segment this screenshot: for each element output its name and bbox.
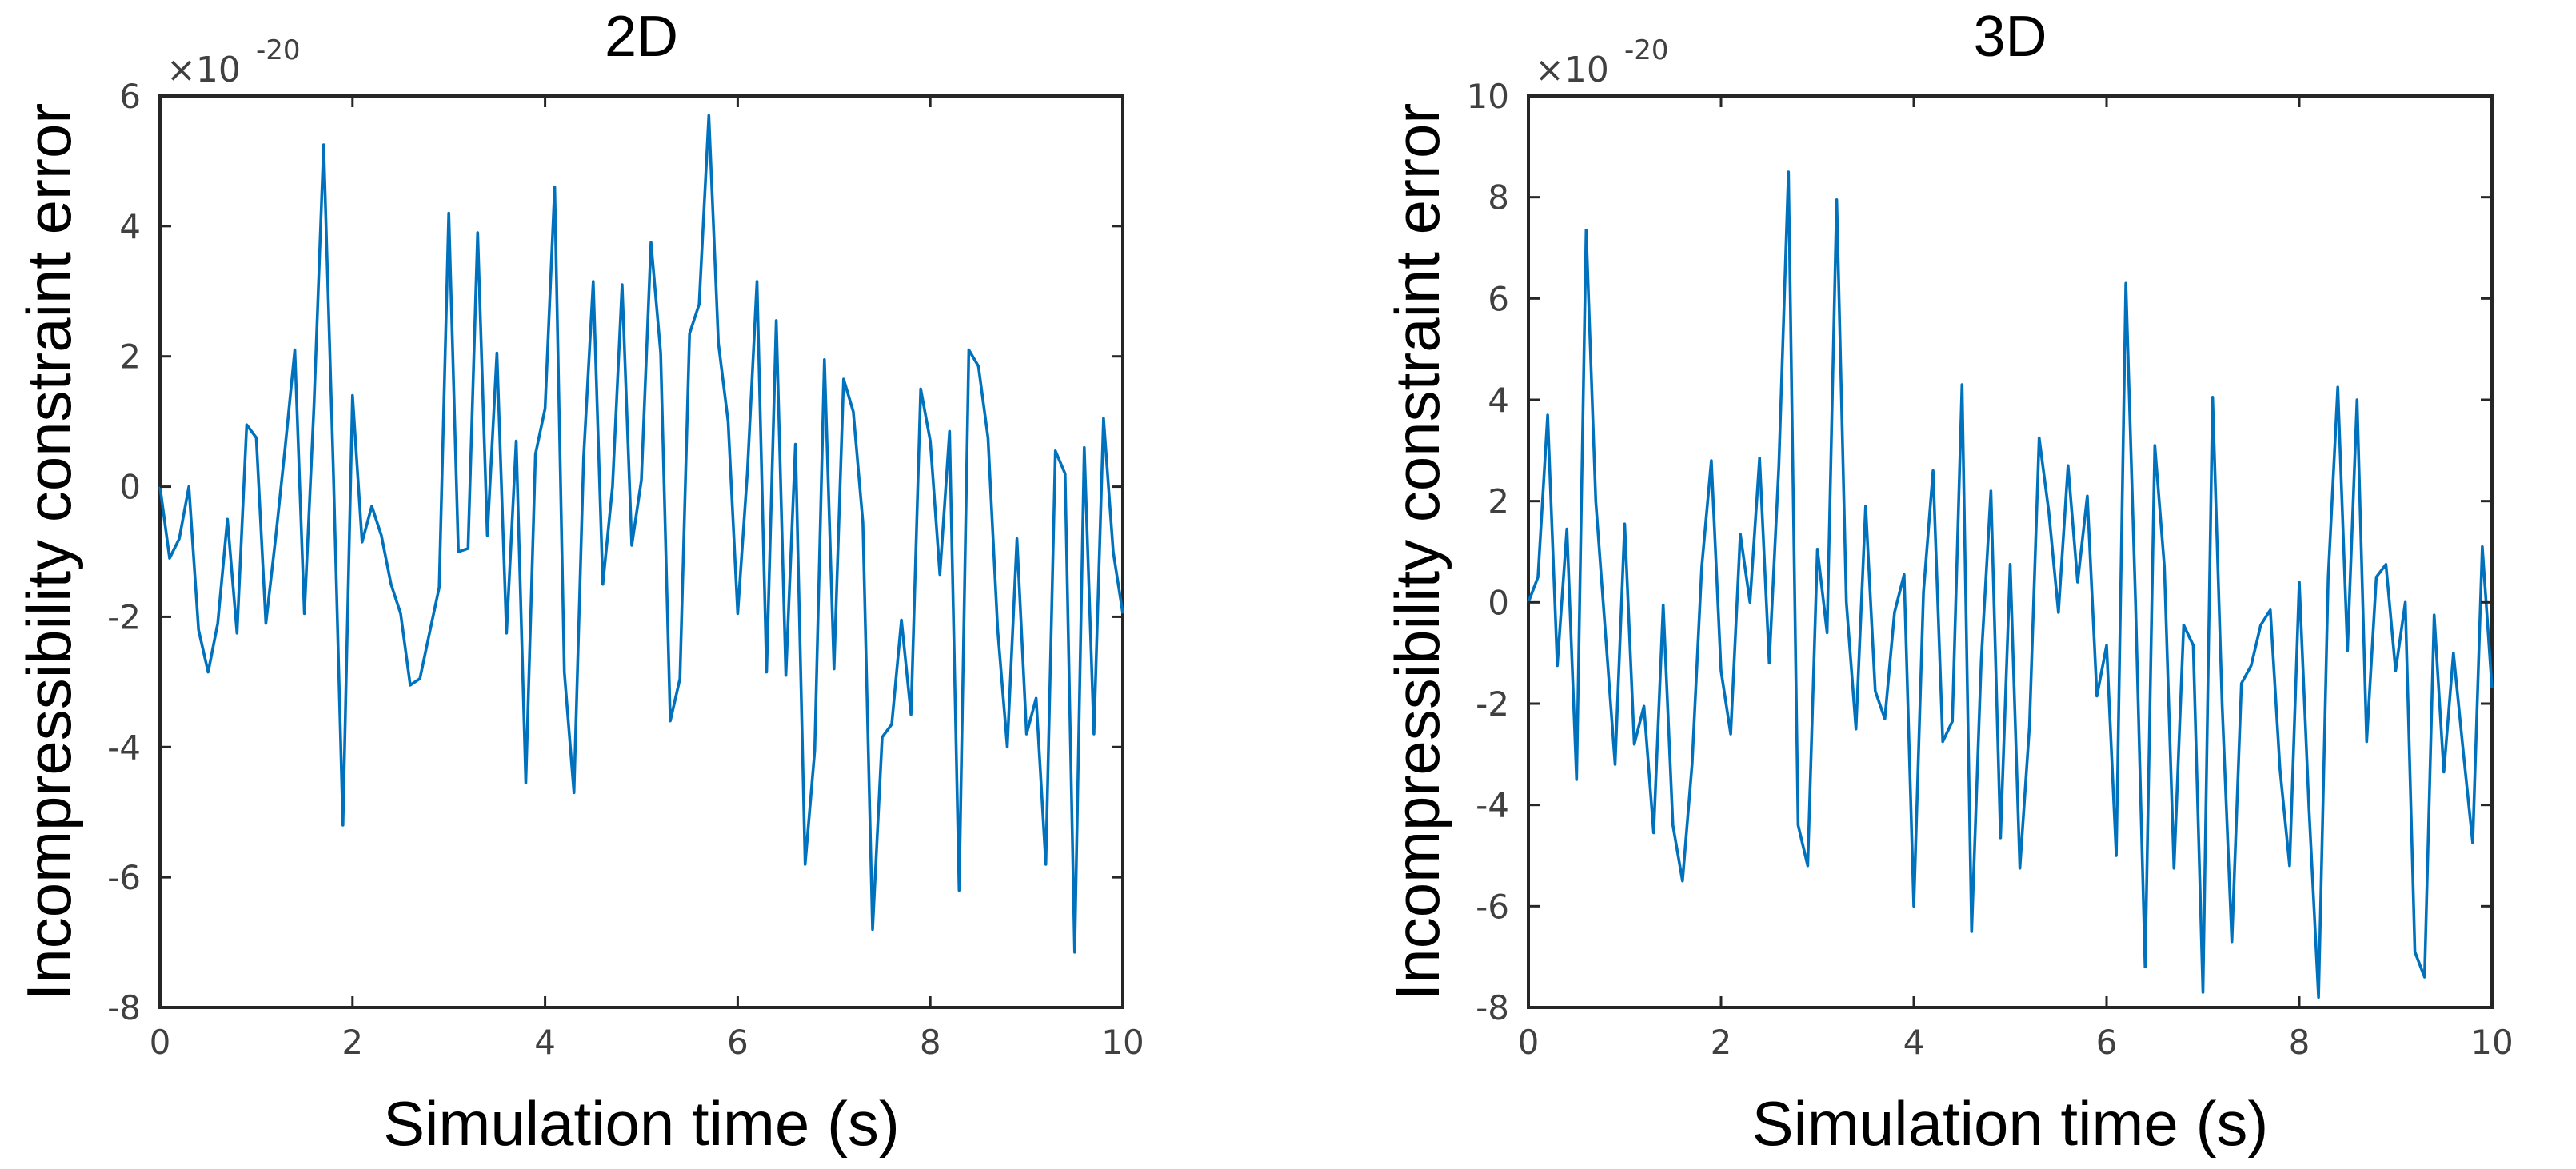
y-tick-label: -4 xyxy=(107,728,141,767)
axes-box xyxy=(158,94,1124,1009)
x-tick-label: 4 xyxy=(1903,1023,1925,1062)
y-tick-label: -8 xyxy=(1476,988,1509,1027)
x-tick-label: 6 xyxy=(2096,1023,2118,1062)
x-tick-label: 2 xyxy=(341,1023,363,1062)
x-axis-title: Simulation time (s) xyxy=(1752,1088,2269,1159)
y-tick-label: -2 xyxy=(107,597,141,636)
y-tick-label: -6 xyxy=(1476,887,1509,926)
axes-box xyxy=(1527,94,2494,1009)
y-exponent-power: -20 xyxy=(256,34,301,66)
chart-title: 2D xyxy=(605,5,678,69)
y-tick-label: 0 xyxy=(119,468,141,507)
y-tick-label: 4 xyxy=(1488,381,1509,420)
x-tick-label: 2 xyxy=(1711,1023,1732,1062)
y-exponent-base: ×10 xyxy=(1535,50,1609,90)
chart-title: 3D xyxy=(1973,5,2047,69)
series-line-3D xyxy=(1527,170,2494,999)
y-tick-label: 4 xyxy=(119,207,141,246)
y-tick-label: -4 xyxy=(1476,786,1509,825)
y-tick-label: 2 xyxy=(1488,482,1509,521)
y-tick-label: 6 xyxy=(119,77,141,116)
y-axis-title: Incompressibility constraint error xyxy=(14,103,84,1001)
y-exponent-power: -20 xyxy=(1624,34,1669,66)
y-tick-label: -6 xyxy=(107,858,141,897)
y-tick-label: 2 xyxy=(119,337,141,377)
y-axis-title: Incompressibility constraint error xyxy=(1382,103,1452,1001)
x-tick-label: 8 xyxy=(920,1023,941,1062)
y-tick-label: 10 xyxy=(1467,77,1509,116)
x-tick-label: 8 xyxy=(2289,1023,2310,1062)
y-tick-label: -8 xyxy=(107,988,141,1027)
x-tick-label: 0 xyxy=(1518,1023,1540,1062)
x-tick-label: 10 xyxy=(2470,1023,2513,1062)
y-tick-label: 0 xyxy=(1488,583,1509,622)
y-tick-label: -2 xyxy=(1476,684,1509,724)
x-tick-label: 6 xyxy=(727,1023,749,1062)
y-tick-label: 8 xyxy=(1488,178,1509,217)
x-axis-title: Simulation time (s) xyxy=(383,1088,900,1159)
x-tick-label: 10 xyxy=(1101,1023,1144,1062)
x-tick-label: 0 xyxy=(150,1023,171,1062)
x-tick-label: 4 xyxy=(534,1023,556,1062)
y-tick-label: 6 xyxy=(1488,279,1509,318)
y-exponent-base: ×10 xyxy=(166,50,241,90)
series-line-2D xyxy=(158,114,1124,954)
